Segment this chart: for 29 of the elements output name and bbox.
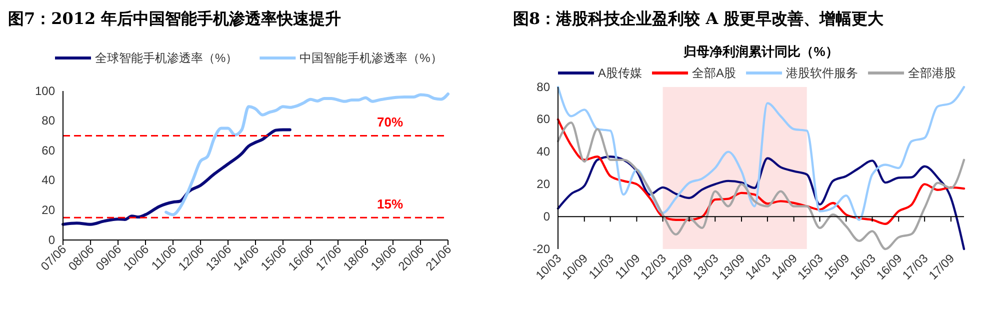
- y-tick-label: -20: [532, 242, 550, 256]
- line-series: [556, 122, 966, 250]
- line-series: [62, 128, 292, 226]
- legend-label: 港股软件服务: [786, 66, 858, 80]
- y-tick-label: 60: [42, 143, 56, 158]
- y-tick-label: 20: [536, 177, 550, 192]
- y-tick-label: 0: [543, 209, 550, 224]
- ref-line-label: 15%: [376, 196, 404, 212]
- line-series: [164, 92, 450, 216]
- line-series: [556, 156, 966, 250]
- y-tick-label: 80: [536, 80, 550, 94]
- y-tick-label: 40: [42, 173, 56, 188]
- y-tick-label: 0: [48, 232, 56, 247]
- chart-title: 图7：2012 年后中国智能手机渗透率快速提升: [8, 9, 342, 28]
- legend-label: 全部A股: [692, 66, 736, 80]
- y-tick-label: 40: [536, 144, 550, 159]
- y-tick-label: 20: [42, 203, 56, 218]
- line-series: [556, 118, 966, 225]
- y-tick-label: 100: [34, 84, 56, 98]
- legend-label: 中国智能手机渗透率（%）: [300, 51, 442, 65]
- chart-subtitle: 归母净利润累计同比（%）: [682, 44, 838, 59]
- legend-label: 全部港股: [908, 66, 956, 80]
- chart-title: 图8：港股科技企业盈利较 A 股更早改善、增幅更大: [513, 9, 885, 28]
- line-series: [556, 86, 966, 221]
- ref-line-label: 70%: [376, 114, 404, 130]
- y-tick-label: 80: [42, 114, 56, 128]
- y-tick-label: 60: [536, 112, 550, 126]
- legend-label: 全球智能手机渗透率（%）: [95, 51, 238, 65]
- legend-label: A股传媒: [598, 66, 642, 80]
